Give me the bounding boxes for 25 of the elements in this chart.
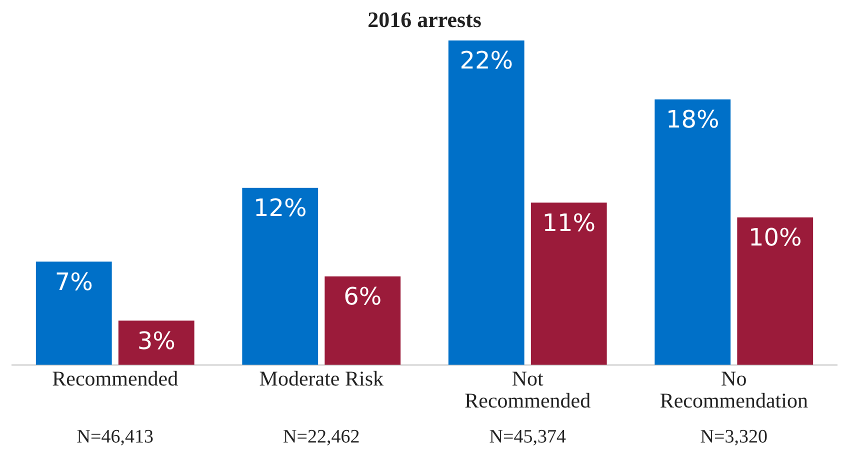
data-label: 12% [253,194,307,222]
x-tick-label: Recommended [52,366,179,390]
bar [242,188,318,365]
text: N=3,320 [700,426,768,448]
text: N=45,374 [489,426,566,448]
bar [654,99,731,365]
x-tick-label: Moderate Risk [259,366,384,390]
text: N=22,462 [283,426,360,448]
text: N=46,413 [76,426,154,448]
bar [737,217,814,365]
data-label: 22% [460,46,514,75]
x-tick-label: No Recommendation [660,366,808,412]
data-label: 10% [748,224,802,252]
data-label: 18% [666,106,720,134]
data-label: 7% [54,268,93,296]
data-label: 6% [344,282,382,311]
data-label: 11% [542,208,596,237]
chart-title: 2016 arrests [368,6,482,32]
bar [530,202,607,365]
x-tick-label: Not Recommended [464,366,592,412]
bar [36,262,112,365]
bar [448,40,524,365]
data-label: 3% [137,326,176,355]
bar [324,276,401,365]
bar [118,320,194,365]
